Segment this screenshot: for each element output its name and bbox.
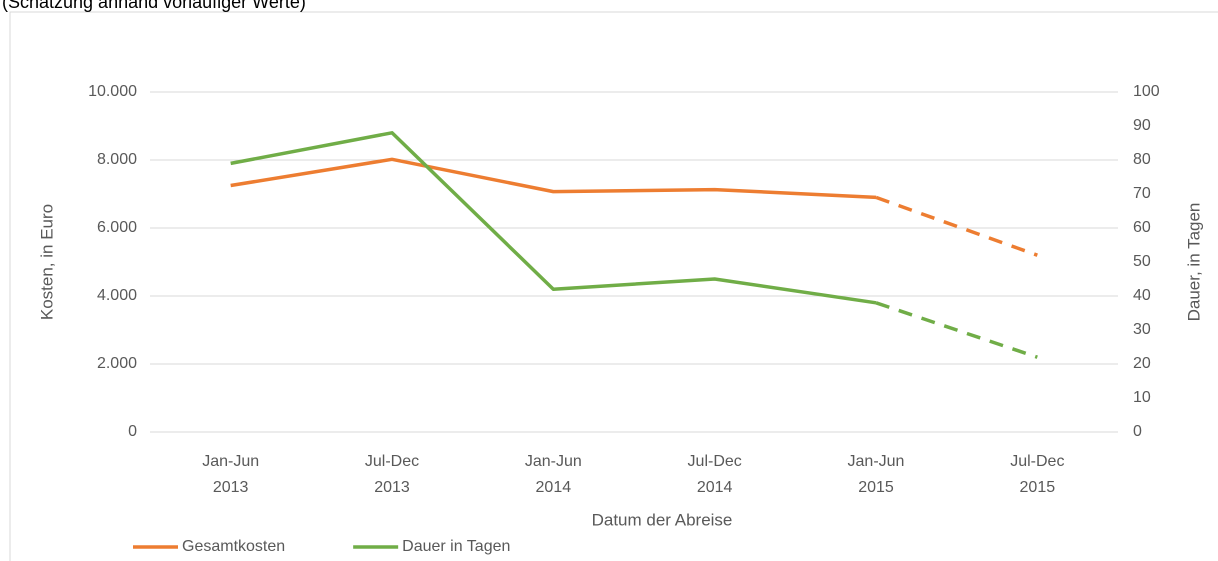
y2-tick-label: 90 bbox=[1133, 117, 1151, 134]
chart-subtitle: (Schätzung anhand vorläufiger Werte) bbox=[2, 0, 306, 12]
y2-tick-label: 30 bbox=[1133, 321, 1151, 338]
x-tick-label: 2014 bbox=[697, 479, 733, 496]
y2-tick-label: 0 bbox=[1133, 423, 1142, 440]
y-tick-label: 6.000 bbox=[97, 219, 137, 236]
x-tick-label: Jul-Dec bbox=[1010, 453, 1064, 470]
x-tick-label: 2013 bbox=[213, 479, 249, 496]
x-tick-label: 2015 bbox=[858, 479, 894, 496]
y-tick-label: 4.000 bbox=[97, 287, 137, 304]
line bbox=[230, 157, 877, 200]
x-tick-label: Jan-Jun bbox=[202, 453, 259, 470]
x-tick-label: 2015 bbox=[1020, 479, 1056, 496]
x-tick-label: Jan-Jun bbox=[525, 453, 582, 470]
x-tick-label: Jan-Jun bbox=[848, 453, 905, 470]
y-axis-title: Kosten, in Euro bbox=[37, 204, 56, 320]
y2-tick-label: 40 bbox=[1133, 287, 1151, 304]
x-tick-label: Jul-Dec bbox=[688, 453, 742, 470]
line-projected bbox=[875, 301, 1038, 359]
line bbox=[230, 131, 877, 305]
x-tick-label: 2014 bbox=[536, 479, 572, 496]
y2-tick-label: 50 bbox=[1133, 253, 1151, 270]
y2-tick-label: 60 bbox=[1133, 219, 1151, 236]
line-projected bbox=[875, 195, 1038, 257]
y2-tick-label: 10 bbox=[1133, 389, 1151, 406]
y-tick-label: 10.000 bbox=[88, 83, 137, 100]
y2-axis-title: Dauer, in Tagen bbox=[1184, 203, 1203, 322]
y-tick-label: 8.000 bbox=[97, 151, 137, 168]
legend-label: Dauer in Tagen bbox=[402, 538, 510, 555]
x-tick-label: Jul-Dec bbox=[365, 453, 419, 470]
y-tick-label: 2.000 bbox=[97, 355, 137, 372]
y2-tick-label: 100 bbox=[1133, 83, 1160, 100]
legend-label: Gesamtkosten bbox=[182, 538, 285, 555]
x-tick-label: 2013 bbox=[374, 479, 410, 496]
x-axis-title: Datum der Abreise bbox=[592, 510, 733, 529]
y2-tick-label: 70 bbox=[1133, 185, 1151, 202]
y-tick-label: 0 bbox=[128, 423, 137, 440]
y2-tick-label: 20 bbox=[1133, 355, 1151, 372]
y2-tick-label: 80 bbox=[1133, 151, 1151, 168]
